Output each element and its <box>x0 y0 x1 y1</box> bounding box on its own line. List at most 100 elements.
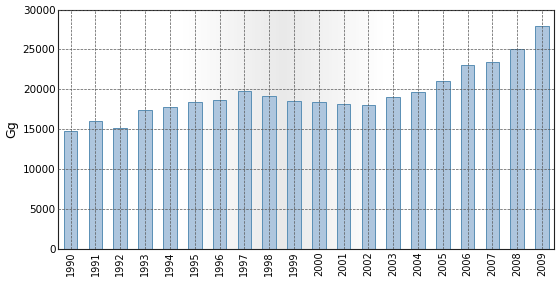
Bar <box>344 10 347 249</box>
Bar <box>213 100 226 249</box>
Bar <box>243 10 246 249</box>
Bar <box>148 10 151 249</box>
Bar <box>436 81 450 249</box>
Bar <box>353 10 356 249</box>
Bar <box>171 10 174 249</box>
Bar <box>326 10 329 249</box>
Bar <box>249 10 252 249</box>
Bar <box>365 10 368 249</box>
Bar <box>186 10 189 249</box>
Bar <box>305 10 309 249</box>
Bar <box>153 10 156 249</box>
Bar <box>329 10 332 249</box>
Bar <box>391 10 395 249</box>
Bar <box>225 10 228 249</box>
Bar <box>395 10 398 249</box>
Bar <box>237 91 251 249</box>
Bar <box>237 10 240 249</box>
Bar <box>188 102 202 249</box>
Bar <box>264 10 267 249</box>
Bar <box>287 101 301 249</box>
Bar <box>262 96 276 249</box>
Bar <box>424 10 427 249</box>
Bar <box>362 105 375 249</box>
Bar <box>398 10 400 249</box>
Bar <box>114 128 127 249</box>
Bar <box>240 10 243 249</box>
Bar <box>183 10 186 249</box>
Bar <box>282 10 284 249</box>
Bar <box>302 10 305 249</box>
Bar <box>138 110 152 249</box>
Bar <box>222 10 225 249</box>
Bar <box>189 10 192 249</box>
Bar <box>151 10 153 249</box>
Bar <box>144 10 148 249</box>
Bar <box>156 10 160 249</box>
Bar <box>269 10 273 249</box>
Bar <box>216 10 219 249</box>
Bar <box>162 10 165 249</box>
Bar <box>314 10 318 249</box>
Bar <box>293 10 296 249</box>
Bar <box>163 107 177 249</box>
Bar <box>273 10 276 249</box>
Bar <box>64 131 77 249</box>
Bar <box>359 10 362 249</box>
Bar <box>192 10 195 249</box>
Bar <box>300 10 302 249</box>
Bar <box>389 10 391 249</box>
Bar <box>165 10 169 249</box>
Bar <box>386 97 400 249</box>
Bar <box>318 10 320 249</box>
Bar <box>411 92 425 249</box>
Bar <box>337 104 351 249</box>
Bar <box>276 10 278 249</box>
Bar <box>246 10 249 249</box>
Bar <box>323 10 326 249</box>
Bar <box>311 10 314 249</box>
Y-axis label: Gg: Gg <box>6 120 18 138</box>
Bar <box>219 10 222 249</box>
Bar <box>252 10 255 249</box>
Bar <box>380 10 383 249</box>
Bar <box>407 10 409 249</box>
Bar <box>133 10 136 249</box>
Bar <box>213 10 216 249</box>
Bar <box>418 10 422 249</box>
Bar <box>284 10 287 249</box>
Bar <box>178 10 180 249</box>
Bar <box>312 102 325 249</box>
Bar <box>174 10 178 249</box>
Bar <box>287 10 291 249</box>
Bar <box>234 10 237 249</box>
Bar <box>374 10 377 249</box>
Bar <box>142 10 144 249</box>
Bar <box>409 10 413 249</box>
Bar <box>427 10 431 249</box>
Bar <box>486 62 500 249</box>
Bar <box>296 10 300 249</box>
Bar <box>347 10 350 249</box>
Bar <box>309 10 311 249</box>
Bar <box>88 121 102 249</box>
Bar <box>136 10 139 249</box>
Bar <box>195 10 198 249</box>
Bar <box>362 10 365 249</box>
Bar <box>510 49 524 249</box>
Bar <box>255 10 258 249</box>
Bar <box>422 10 424 249</box>
Bar <box>210 10 213 249</box>
Bar <box>201 10 204 249</box>
Bar <box>139 10 142 249</box>
Bar <box>350 10 353 249</box>
Bar <box>278 10 282 249</box>
Bar <box>461 65 474 249</box>
Bar <box>198 10 201 249</box>
Bar <box>383 10 386 249</box>
Bar <box>258 10 261 249</box>
Bar <box>416 10 418 249</box>
Bar <box>320 10 323 249</box>
Bar <box>338 10 341 249</box>
Bar <box>356 10 359 249</box>
